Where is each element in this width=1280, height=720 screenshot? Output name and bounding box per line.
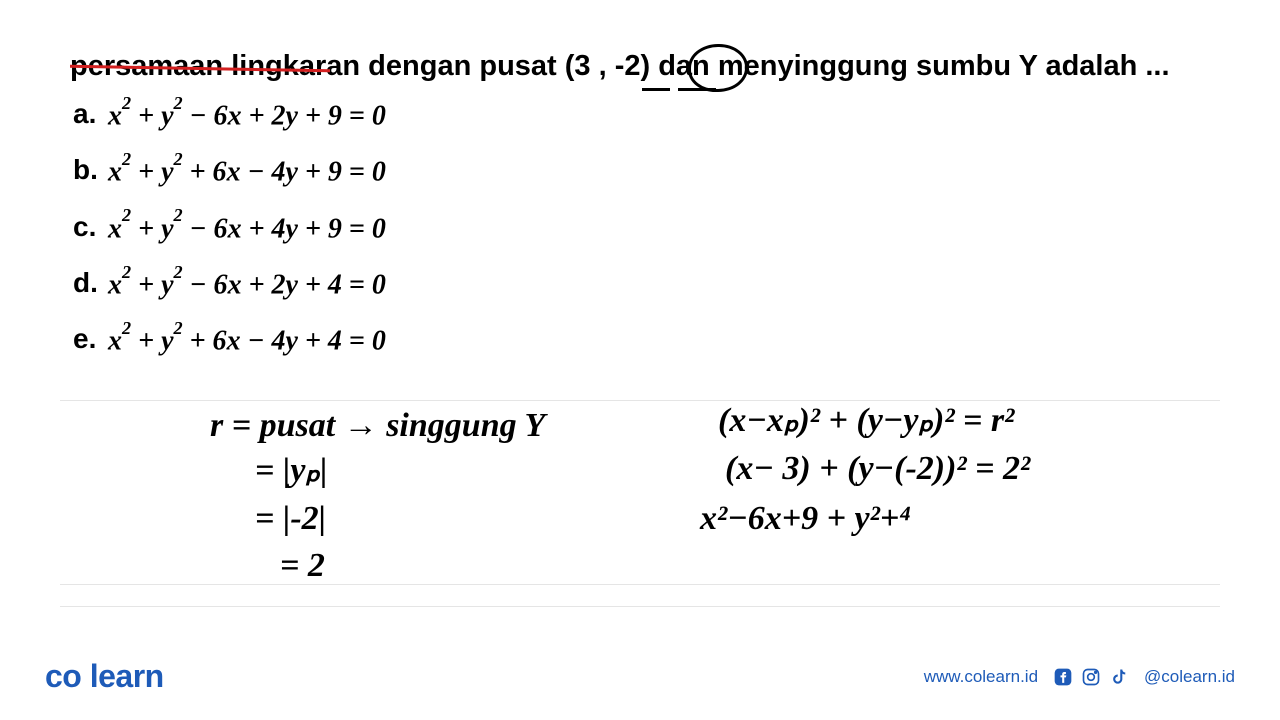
question-text: persamaan lingkaran dengan pusat (3 , -2… [70, 50, 1210, 83]
question-content: persamaan lingkaran dengan pusat (3 , -2… [70, 50, 1170, 82]
handwriting-left-3: = |-2| [255, 500, 326, 537]
handwriting-left-4: = 2 [280, 547, 325, 584]
option-label: a. [73, 98, 108, 132]
brand-logo: co learn [45, 658, 164, 695]
option-equation: x2 + y2 + 6x − 4y + 4 = 0 [108, 323, 386, 357]
option-label: b. [73, 154, 108, 188]
social-icons [1052, 666, 1130, 688]
option-equation: x2 + y2 − 6x + 2y + 4 = 0 [108, 267, 386, 301]
handwriting-left-1: r = pusat → singgung Y [210, 407, 545, 444]
circle-annotation [688, 44, 748, 92]
option-label: c. [73, 211, 108, 245]
tiktok-icon [1108, 666, 1130, 688]
option-equation: x2 + y2 − 6x + 2y + 9 = 0 [108, 98, 386, 132]
handwriting-left-2: = |yₚ| [255, 452, 328, 489]
options-list: a. x2 + y2 − 6x + 2y + 9 = 0 b. x2 + y2 … [70, 98, 1210, 358]
option-d: d. x2 + y2 − 6x + 2y + 4 = 0 [73, 267, 1210, 301]
rule-line [60, 606, 1220, 607]
footer-right: www.colearn.id @colearn.id [924, 666, 1235, 688]
handwriting-right-1: (x−xₚ)² + (y−yₚ)² = r² [718, 402, 1014, 439]
footer: co learn www.colearn.id @colearn.id [0, 658, 1280, 695]
option-label: d. [73, 267, 108, 301]
website-url: www.colearn.id [924, 667, 1038, 687]
option-b: b. x2 + y2 + 6x − 4y + 9 = 0 [73, 154, 1210, 188]
option-c: c. x2 + y2 − 6x + 4y + 9 = 0 [73, 211, 1210, 245]
instagram-icon [1080, 666, 1102, 688]
option-equation: x2 + y2 + 6x − 4y + 9 = 0 [108, 154, 386, 188]
main-content: persamaan lingkaran dengan pusat (3 , -2… [0, 0, 1280, 358]
facebook-icon [1052, 666, 1074, 688]
notebook-area: r = pusat → singgung Y = |yₚ| = |-2| = 2… [0, 392, 1280, 622]
rule-line [60, 400, 1220, 401]
social-handle: @colearn.id [1144, 667, 1235, 687]
option-a: a. x2 + y2 − 6x + 2y + 9 = 0 [73, 98, 1210, 132]
handwriting-right-2: (x− 3) + (y−(-2))² = 2² [725, 450, 1030, 487]
option-e: e. x2 + y2 + 6x − 4y + 4 = 0 [73, 323, 1210, 357]
underline-annotation-1 [642, 88, 670, 91]
option-label: e. [73, 323, 108, 357]
handwriting-right-3: x²−6x+9 + y²+⁴ [700, 500, 911, 537]
rule-line [60, 584, 1220, 585]
option-equation: x2 + y2 − 6x + 4y + 9 = 0 [108, 211, 386, 245]
